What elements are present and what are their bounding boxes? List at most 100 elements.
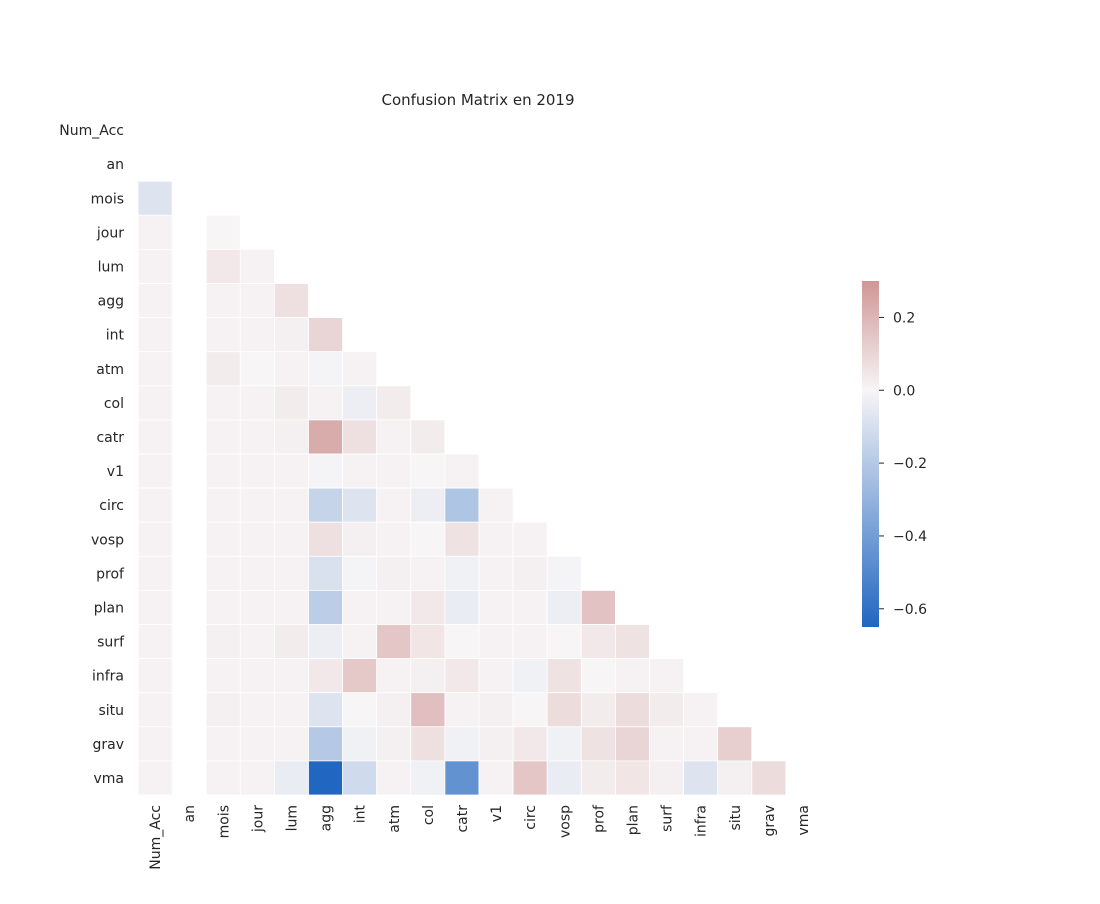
chart-title: Confusion Matrix en 2019 [381,91,574,109]
y-tick-label: vma [93,771,124,787]
heatmap-cell [273,317,309,353]
y-tick-label: an [107,157,124,173]
heatmap-cell [444,624,480,659]
heatmap-cell [546,760,582,796]
heatmap-cell [137,692,173,728]
y-tick-label: Num_Acc [59,123,124,139]
heatmap-cell [512,692,548,728]
heatmap-cell [308,317,343,353]
heatmap-cell [308,726,343,762]
heatmap-cell [239,385,275,421]
heatmap-cell [342,555,378,591]
heatmap-cell [376,385,412,421]
heatmap-cell [512,521,548,557]
heatmap-cell [137,248,173,284]
heatmap-cell [683,726,719,762]
heatmap-cell [410,590,446,625]
x-tick-label: prof [591,804,607,833]
y-tick-label: agg [98,294,124,310]
heatmap-cell [478,521,514,557]
heatmap-cell [137,624,173,659]
heatmap-cell [478,726,514,762]
heatmap-cell [239,283,275,318]
heatmap-cell [444,726,480,762]
y-tick-label: catr [96,430,124,446]
heatmap-cell [308,419,343,455]
heatmap-cell [478,760,514,796]
heatmap-cell [342,590,378,625]
heatmap-cell [649,658,684,694]
heatmap-cell [580,760,616,796]
heatmap-cell [239,726,275,762]
x-tick-label: surf [660,804,676,832]
y-tick-label: vosp [91,532,124,548]
heatmap-cell [205,624,241,659]
heatmap-cell [376,760,412,796]
heatmap-cell [444,521,480,557]
x-tick-label: an [182,805,198,822]
heatmap-cell [137,726,173,762]
colorbar-tick-label: −0.2 [893,456,927,472]
heatmap-cell [478,555,514,591]
heatmap-cell [444,487,480,523]
heatmap-cell [273,487,309,523]
heatmap-cell [410,453,446,489]
heatmap-cell [205,317,241,353]
heatmap-cell [205,453,241,489]
heatmap-cell [546,692,582,728]
heatmap-cell [444,658,480,694]
heatmap-cell [273,351,309,387]
heatmap-cell [376,419,412,455]
x-tick-label: circ [523,805,539,830]
heatmap-cell [751,760,787,796]
heatmap-cell [308,624,343,659]
x-tick-label: col [421,805,437,825]
heatmap-cell [376,521,412,557]
x-tick-label: agg [319,805,335,831]
heatmap-cell [273,453,309,489]
heatmap-cell [239,317,275,353]
heatmap-cell [273,385,309,421]
heatmap-cell [546,658,582,694]
heatmap-cell [205,283,241,318]
heatmap-cell [137,555,173,591]
y-tick-label: infra [92,669,124,685]
heatmap-cell [205,555,241,591]
heatmap-cell [615,624,650,659]
y-tick-label: surf [97,635,125,651]
heatmap-cell [376,624,412,659]
heatmap-cell [205,248,241,284]
heatmap-cell [137,760,173,796]
heatmap-cell [273,521,309,557]
heatmap-cell [205,419,241,455]
heatmap-cell [273,692,309,728]
heatmap-cell [239,692,275,728]
heatmap-cell [444,760,480,796]
heatmap-cell [137,419,173,455]
heatmap-cell [205,385,241,421]
heatmap-cell [205,590,241,625]
heatmap-cell [137,214,173,250]
x-tick-label: vma [796,805,812,836]
heatmap-cell [239,624,275,659]
heatmap-cell [137,180,173,216]
x-tick-label: Num_Acc [148,805,164,870]
heatmap-cell [273,726,309,762]
heatmap-cell [239,658,275,694]
heatmap-cell [546,624,582,659]
y-tick-label: plan [94,600,124,616]
heatmap-cell [444,692,480,728]
x-tick-label: catr [455,805,471,833]
x-tick-label: int [353,805,369,824]
heatmap-cell [137,283,173,318]
heatmap-cell [512,590,548,625]
heatmap-cell [546,726,582,762]
heatmap-cell [273,658,309,694]
heatmap-cell [615,692,650,728]
colorbar-gradient [862,281,879,627]
heatmap-cell [649,760,684,796]
heatmap-cell [410,760,446,796]
heatmap-cell [205,351,241,387]
heatmap-cell [478,658,514,694]
heatmap-cell [410,521,446,557]
